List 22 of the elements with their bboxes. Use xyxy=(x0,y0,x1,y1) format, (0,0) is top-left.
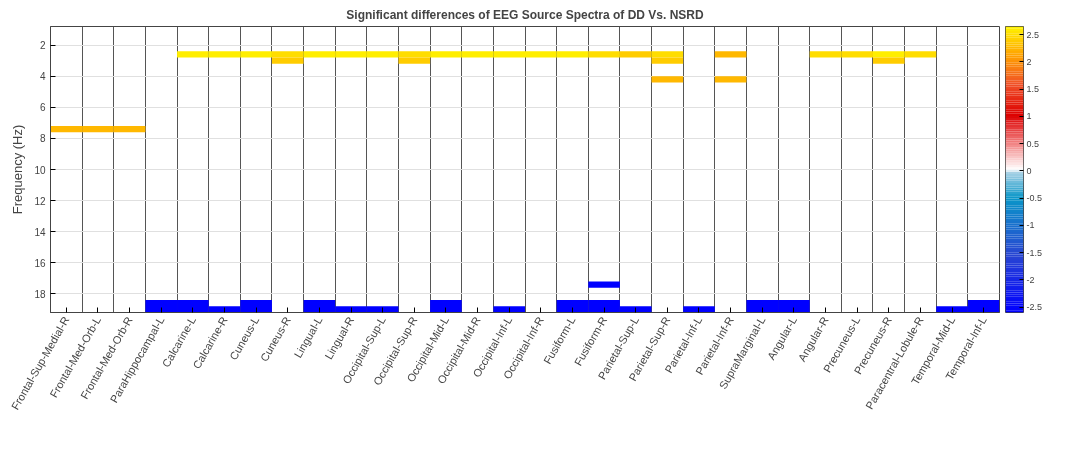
y-axis-title: Frequency (Hz) xyxy=(10,124,26,215)
y-tick-label: 12 xyxy=(34,195,46,207)
y-tick-label: 4 xyxy=(39,71,46,83)
color-bar-label: 2.5 xyxy=(1026,29,1040,40)
y-tick-label: 14 xyxy=(34,226,46,238)
color-bar-label: 1 xyxy=(1026,111,1032,122)
color-bar-label: -1.5 xyxy=(1026,247,1043,258)
color-bar-label: -2.5 xyxy=(1026,302,1043,313)
chart-title: Significant differences of EEG Source Spectra of DD Vs. NSRD xyxy=(346,7,705,22)
color-bar-label: -2 xyxy=(1026,274,1035,285)
y-tick-label: 16 xyxy=(34,257,46,269)
color-bar-label: 0.5 xyxy=(1026,138,1040,149)
y-tick-label: 18 xyxy=(34,288,46,300)
y-tick-label: 6 xyxy=(39,102,46,114)
color-bar-label: -0.5 xyxy=(1026,193,1043,204)
color-bar-label: 0 xyxy=(1026,165,1032,176)
y-tick-label: 8 xyxy=(39,133,46,145)
color-bar-label: -1 xyxy=(1026,220,1035,231)
color-bar-label: 2 xyxy=(1026,56,1032,67)
y-tick-label: 2 xyxy=(39,40,46,52)
y-tick-label: 10 xyxy=(34,164,46,176)
color-bar-label: 1.5 xyxy=(1026,84,1040,95)
